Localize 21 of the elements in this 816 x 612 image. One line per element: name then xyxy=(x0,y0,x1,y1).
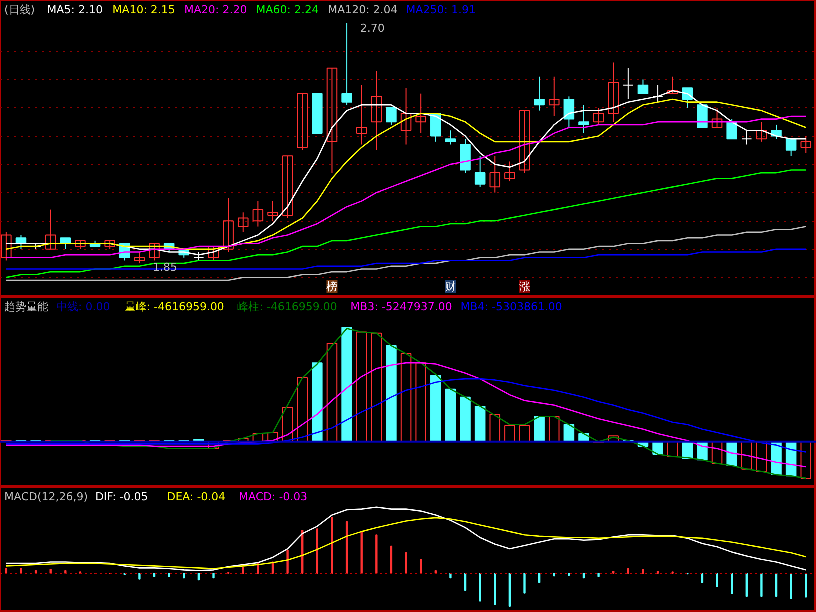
chart-title: MACD(12,26,9) xyxy=(4,490,88,504)
annotation: 财 xyxy=(445,280,456,294)
annotation: 涨 xyxy=(519,280,530,294)
annotation: 榜 xyxy=(326,280,338,294)
text: MA250: 1.91 xyxy=(406,4,476,16)
text: MACD: -0.03 xyxy=(239,490,308,504)
text: MB4: -5303861.00 xyxy=(460,300,562,314)
text: MA10: 2.15 xyxy=(112,4,176,16)
legend-label: 量峰: -4616959.00 xyxy=(124,300,224,314)
text: DEA: -0.04 xyxy=(167,490,226,504)
series-label: 峰柱: -4616959.00 xyxy=(238,300,338,314)
text: MA60: 2.24 xyxy=(256,4,319,16)
chart-title: 趋势量能 xyxy=(4,300,48,314)
text: MA20: 2.20 xyxy=(184,4,248,16)
annotation: 2.70 xyxy=(360,22,385,36)
text: MA5: 2.10 xyxy=(47,4,103,16)
text: DIF: -0.05 xyxy=(95,490,148,504)
text: MA120: 2.04 xyxy=(328,4,398,16)
text: MB3: -5247937.00 xyxy=(350,300,452,314)
chart-title: (日线) xyxy=(4,4,36,16)
ref-line-label: 中线: 0.00 xyxy=(56,300,110,314)
